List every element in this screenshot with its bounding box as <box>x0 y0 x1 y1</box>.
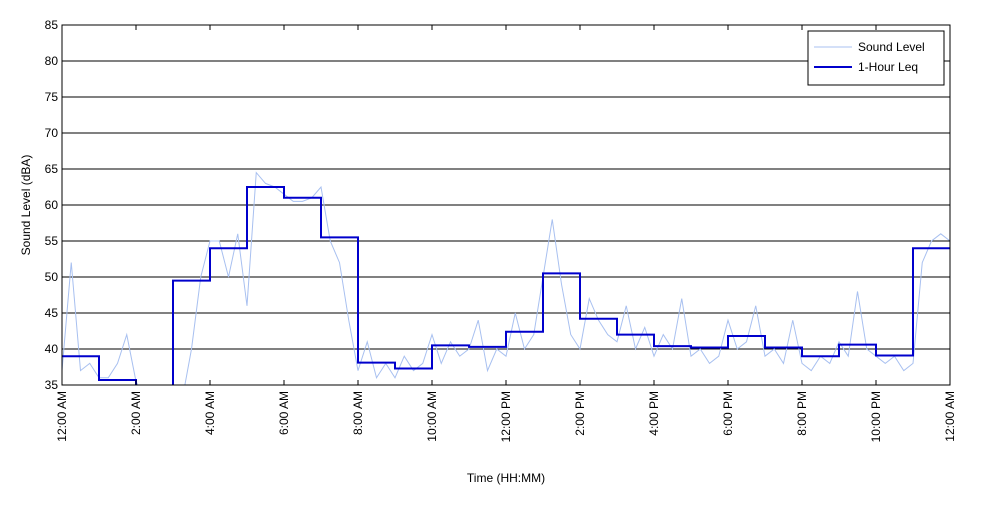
legend-label: 1-Hour Leq <box>858 60 918 74</box>
y-tick-label: 80 <box>45 54 59 68</box>
x-tick-label: 12:00 AM <box>943 391 957 442</box>
x-tick-label: 10:00 AM <box>425 391 439 442</box>
x-tick-label: 6:00 PM <box>721 391 735 436</box>
x-tick-label: 12:00 PM <box>499 391 513 442</box>
y-tick-label: 40 <box>45 342 59 356</box>
x-tick-label: 4:00 AM <box>203 391 217 435</box>
y-tick-label: 65 <box>45 162 59 176</box>
x-tick-label: 10:00 PM <box>869 391 883 442</box>
y-tick-label: 50 <box>45 270 59 284</box>
y-tick-label: 75 <box>45 90 59 104</box>
y-tick-label: 35 <box>45 378 59 392</box>
y-tick-label: 60 <box>45 198 59 212</box>
x-tick-label: 8:00 PM <box>795 391 809 436</box>
y-tick-label: 70 <box>45 126 59 140</box>
legend-box <box>807 30 945 86</box>
x-tick-label: 2:00 PM <box>573 391 587 436</box>
y-tick-label: 85 <box>45 18 59 32</box>
x-tick-label: 6:00 AM <box>277 391 291 435</box>
series-line <box>62 186 950 385</box>
x-tick-label: 2:00 AM <box>129 391 143 435</box>
x-tick-label: 4:00 PM <box>647 391 661 436</box>
y-tick-label: 55 <box>45 234 59 248</box>
x-tick-label: 12:00 AM <box>55 391 69 442</box>
y-axis-label: Sound Level (dBA) <box>19 155 33 256</box>
y-tick-label: 45 <box>45 306 59 320</box>
x-axis-label: Time (HH:MM) <box>467 471 545 485</box>
x-tick-label: 8:00 AM <box>351 391 365 435</box>
legend-label: Sound Level <box>858 40 925 54</box>
series-line <box>62 171 950 385</box>
